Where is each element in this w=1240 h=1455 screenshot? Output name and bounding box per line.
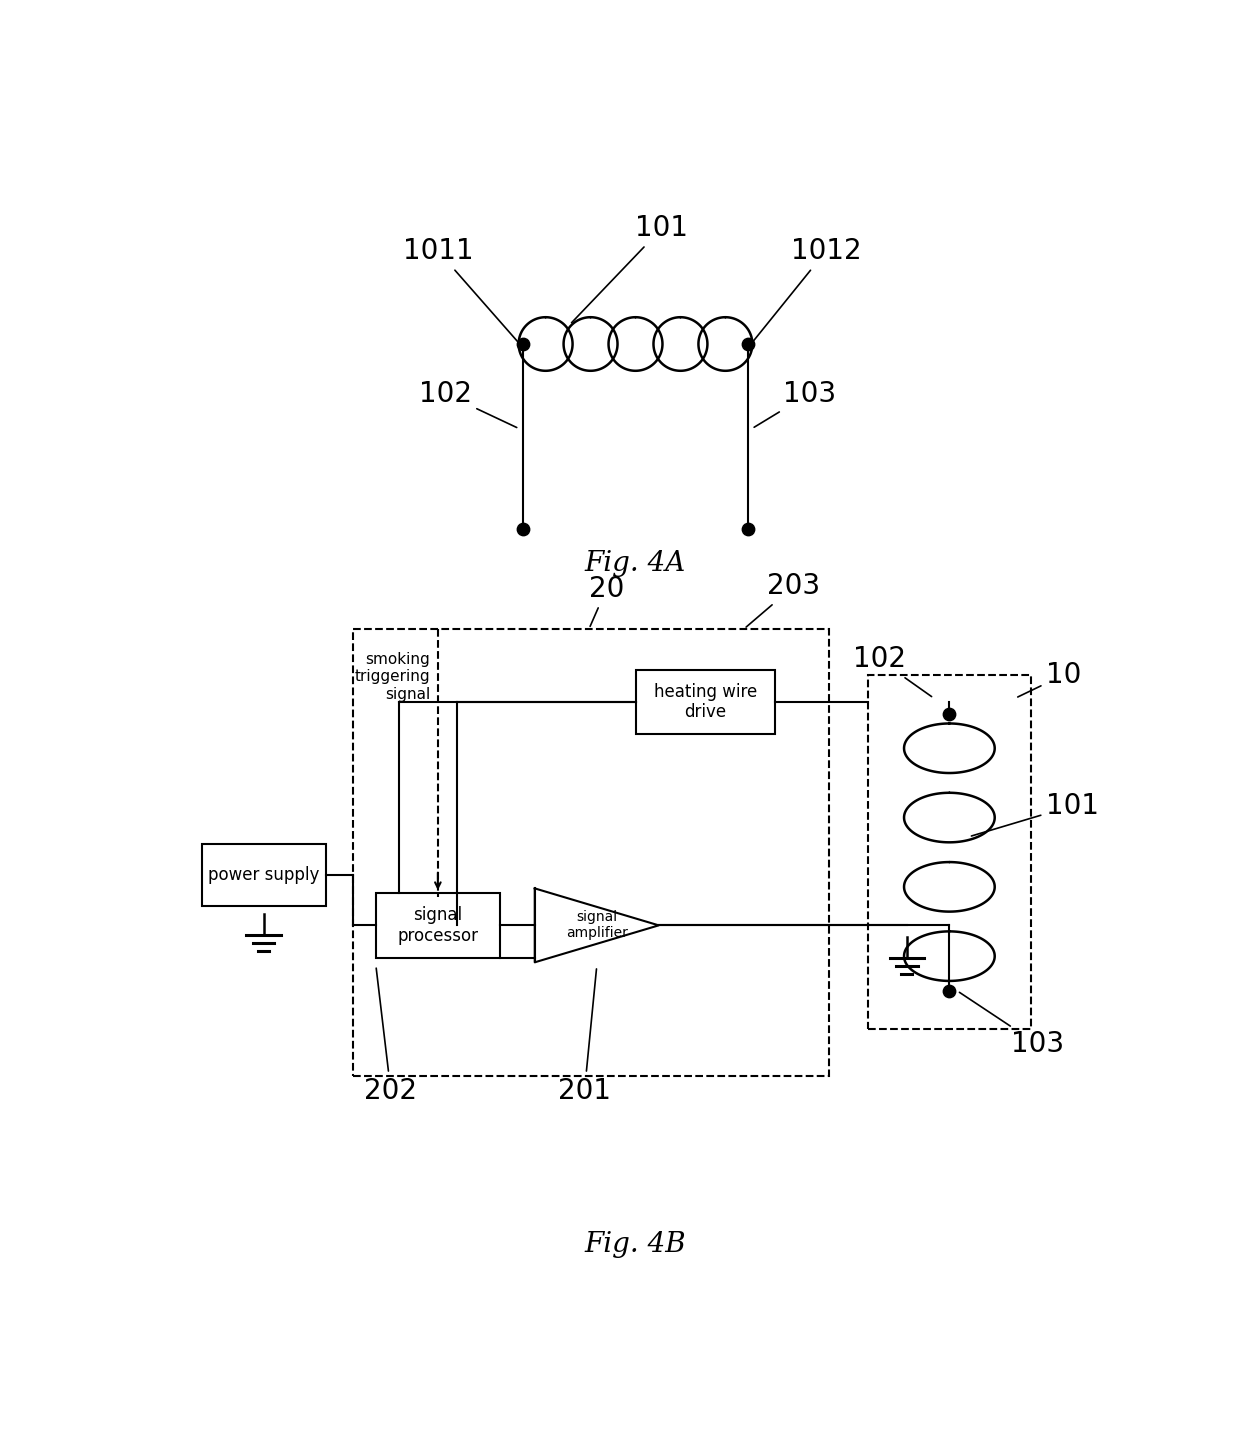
Point <box>513 332 533 355</box>
Text: 202: 202 <box>365 968 417 1104</box>
Text: 102: 102 <box>419 380 517 428</box>
Bar <box>201 844 325 906</box>
Text: smoking
triggering
signal: smoking triggering signal <box>355 652 430 701</box>
Point <box>940 701 960 725</box>
Bar <box>635 669 775 735</box>
Text: 10: 10 <box>1018 661 1081 697</box>
Text: Fig. 4A: Fig. 4A <box>585 550 686 578</box>
Bar <box>352 629 830 1075</box>
Text: heating wire
drive: heating wire drive <box>653 682 756 722</box>
Text: 201: 201 <box>558 969 611 1104</box>
Text: signal
processor: signal processor <box>397 906 479 944</box>
Point <box>738 332 758 355</box>
Bar <box>868 675 1030 1029</box>
Bar <box>376 893 500 957</box>
Text: signal
amplifier: signal amplifier <box>565 911 627 940</box>
Text: 103: 103 <box>754 380 836 428</box>
Text: 102: 102 <box>853 646 931 697</box>
Text: 1011: 1011 <box>403 237 521 346</box>
Point <box>940 979 960 1002</box>
Point <box>738 517 758 540</box>
Text: 101: 101 <box>572 214 688 323</box>
Text: power supply: power supply <box>208 866 319 885</box>
Text: 101: 101 <box>971 792 1099 837</box>
Text: Fig. 4B: Fig. 4B <box>585 1231 686 1259</box>
Text: 1012: 1012 <box>750 237 861 346</box>
Text: 20: 20 <box>589 575 625 626</box>
Point <box>513 517 533 540</box>
Text: 203: 203 <box>746 572 821 627</box>
Text: 103: 103 <box>960 992 1064 1058</box>
